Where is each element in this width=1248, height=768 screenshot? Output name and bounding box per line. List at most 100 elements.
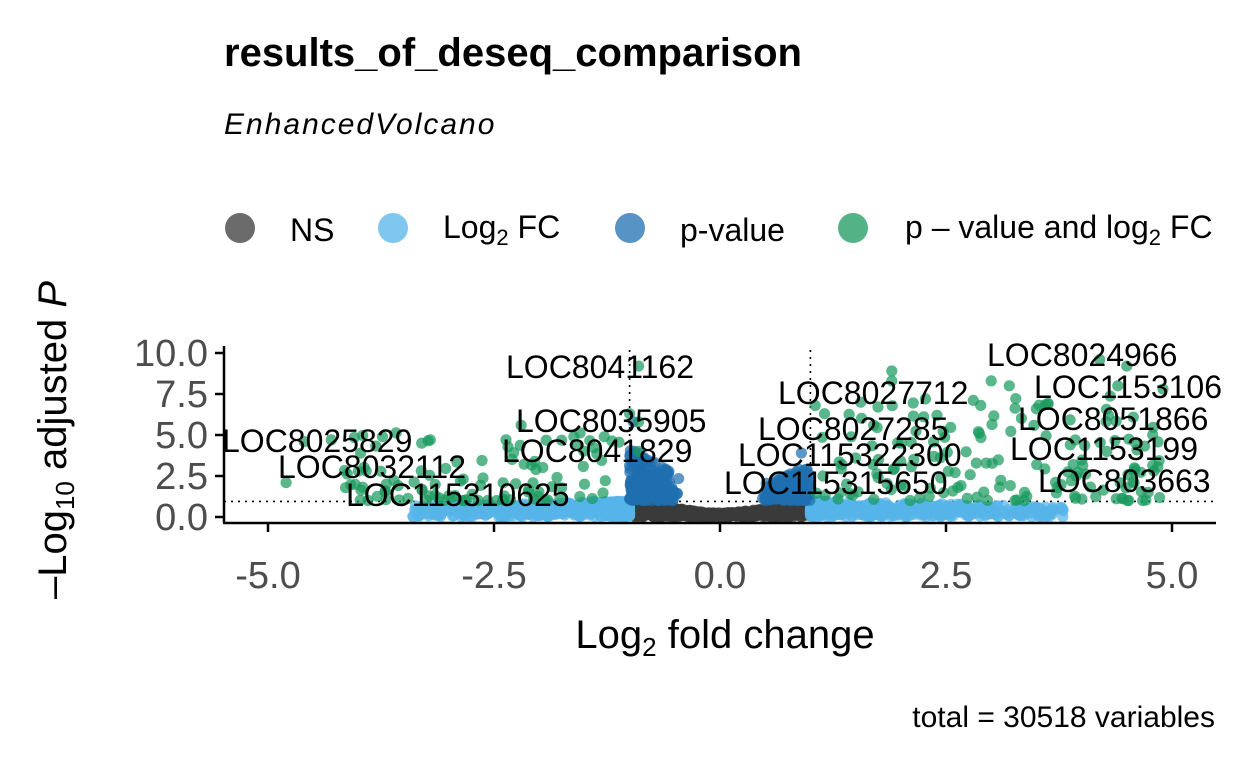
data-point-fc_p [424, 469, 436, 481]
data-point-fc_p [918, 411, 930, 423]
data-point-ns [752, 505, 764, 517]
data-point-fc_p [1157, 383, 1169, 395]
data-point-fc_p [945, 421, 957, 433]
data-point-fc_p [633, 445, 645, 457]
chart-subtitle: EnhancedVolcano [224, 108, 496, 141]
data-point-p [671, 488, 683, 500]
data-point-fc_p [577, 460, 589, 473]
y-tick-label: 2.5 [155, 456, 208, 498]
data-point-fc_p [931, 409, 943, 421]
data-point-fc_p [375, 465, 387, 477]
x-tick-label: 0.0 [694, 555, 747, 597]
data-point-fc_p [819, 489, 831, 502]
data-point-fc_p [540, 434, 552, 446]
data-point-fc_p [832, 493, 844, 505]
data-point-fc_p [907, 397, 919, 409]
data-point-fc_p [960, 446, 972, 458]
data-point-fc_p [472, 494, 484, 507]
data-point-fc_p [390, 427, 402, 439]
data-point-fc_p [532, 490, 544, 502]
data-point-fc_p [904, 494, 916, 507]
axes: 0.02.55.07.510.0-5.0 -2.5 0.0 2.5 5.0 [134, 333, 1216, 597]
data-point-fc_p [986, 457, 998, 469]
gene-label: LOC115315650 [724, 465, 948, 501]
gene-label: LOC8024966 [987, 337, 1177, 373]
data-point-p [660, 478, 672, 490]
data-point-fc_p [515, 419, 527, 431]
data-point-fc [818, 507, 830, 519]
data-point-fc_p [570, 439, 582, 451]
data-point-fc_p [845, 431, 857, 443]
data-point-fc_p [941, 446, 953, 458]
data-point-fc_p [975, 432, 987, 444]
data-point-fc_p [885, 484, 897, 496]
data-point-fc_p [633, 360, 645, 372]
data-point-fc_p [371, 490, 383, 502]
data-point-fc_p [505, 494, 517, 506]
data-point-fc [519, 500, 531, 512]
data-point-fc_p [1135, 486, 1147, 498]
data-point-fc [568, 509, 580, 521]
data-point-fc_p [1122, 469, 1134, 481]
data-point-fc_p [1101, 445, 1113, 457]
data-point-fc [928, 501, 940, 513]
data-point-fc_p [443, 490, 455, 502]
data-point-p [647, 464, 659, 476]
data-point-fc_p [995, 474, 1007, 486]
x-axis-title: Log2 fold change [575, 613, 874, 662]
data-point-fc [509, 507, 521, 519]
data-point-fc_p [506, 453, 518, 465]
data-point-fc_p [1055, 479, 1067, 491]
data-point-fc [461, 510, 473, 522]
data-point-fc_p [349, 478, 361, 490]
data-point-fc_p [633, 416, 645, 428]
data-point-fc [607, 508, 620, 520]
data-point-fc_p [1094, 354, 1106, 366]
data-point-fc_p [1139, 440, 1151, 452]
data-point-fc_p [809, 400, 821, 412]
legend-marker-ns [225, 213, 255, 243]
data-point-fc_p [919, 393, 932, 405]
data-point-fc_p [850, 452, 862, 464]
data-point-fc_p [886, 375, 898, 387]
y-tick-label: 5.0 [155, 415, 208, 457]
data-point-fc_p [843, 408, 855, 420]
data-point-fc_p [905, 461, 918, 473]
data-point-fc_p [871, 468, 883, 480]
data-point-fc [1055, 501, 1067, 513]
data-point-fc_p [1148, 465, 1160, 477]
data-point-p [662, 492, 674, 504]
gene-label: LOC1153106 [1034, 369, 1222, 405]
data-point-fc_p [1009, 402, 1021, 414]
data-point-fc_p [1128, 477, 1140, 489]
gene-label: LOC8025829 [222, 423, 412, 459]
data-point-fc_p [1018, 495, 1030, 507]
data-point-fc_p [964, 469, 976, 481]
data-point-fc_p [1039, 463, 1051, 475]
data-point-fc_p [841, 478, 853, 490]
data-point-fc_p [899, 480, 911, 492]
data-point-fc_p [1030, 403, 1042, 415]
data-point-fc_p [451, 456, 463, 468]
legend-label-p: p-value [680, 212, 785, 248]
data-point-fc [620, 505, 633, 518]
data-point-fc_p [988, 410, 1000, 422]
data-point-fc_p [416, 437, 428, 449]
y-tick-label: 10.0 [134, 333, 208, 375]
data-point-fc_p [578, 445, 590, 457]
data-point-fc [530, 506, 542, 519]
data-point-p [800, 487, 812, 499]
data-point-fc_p [380, 494, 392, 506]
gene-label: LOC115322300 [738, 437, 962, 473]
data-point-fc_p [905, 436, 917, 448]
legend-marker-p [615, 213, 645, 243]
data-point-fc_p [510, 478, 522, 490]
data-point-fc [1023, 506, 1035, 519]
data-point-fc_p [1104, 390, 1116, 402]
data-point-fc_p [872, 453, 885, 466]
data-point-fc [942, 500, 954, 512]
data-point-fc_p [554, 492, 566, 504]
data-point-fc_p [624, 408, 636, 420]
data-point-fc_p [886, 365, 898, 377]
data-point-fc_p [477, 472, 489, 484]
